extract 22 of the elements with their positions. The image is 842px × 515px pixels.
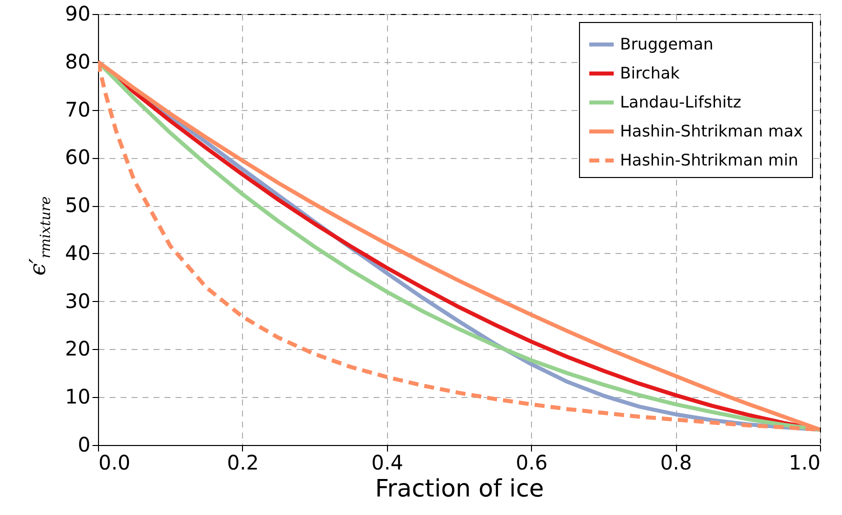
x-axis-title: Fraction of ice	[375, 474, 544, 502]
legend-label: Bruggeman	[620, 34, 714, 54]
y-tick-label: 80	[65, 49, 90, 74]
y-tick-label: 90	[65, 2, 90, 26]
x-tick-label: 0.2	[226, 450, 259, 474]
x-tick-label: 1.0	[788, 450, 820, 474]
y-tick-label: 0	[78, 432, 90, 456]
legend-label: Birchak	[620, 64, 680, 82]
legend-label: Hashin-Shtrikman min	[620, 150, 798, 170]
x-tick-label: 0.8	[660, 450, 692, 474]
x-tick-label: 0.4	[371, 450, 404, 474]
y-tick-label: 50	[65, 193, 90, 218]
y-tick-label: 20	[65, 336, 90, 361]
y-tick-label: 30	[65, 288, 90, 313]
y-tick-label: 60	[65, 145, 90, 170]
y-tick-label: 10	[65, 384, 90, 409]
y-tick-label: 70	[65, 97, 90, 122]
y-tick-label: 40	[65, 240, 90, 265]
x-tick-label: 0.0	[98, 450, 130, 474]
legend-label: Hashin-Shtrikman max	[620, 122, 804, 140]
legend-label: Landau-Lifshitz	[620, 92, 742, 112]
x-tick-label: 0.6	[516, 450, 548, 474]
